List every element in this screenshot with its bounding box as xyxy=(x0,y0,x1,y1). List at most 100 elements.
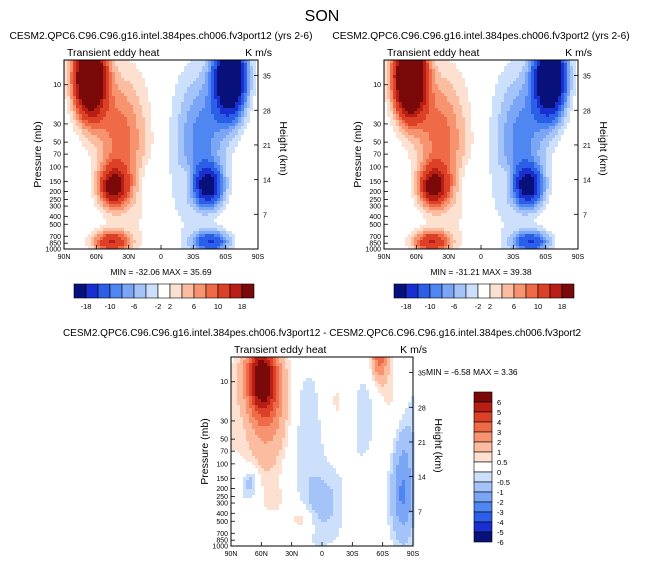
heatmap-cell xyxy=(187,234,191,238)
heatmap-cell xyxy=(184,60,188,64)
heatmap-cell xyxy=(214,216,218,220)
heatmap-cell xyxy=(235,114,239,118)
heatmap-cell xyxy=(121,219,125,223)
heatmap-cell xyxy=(244,162,248,166)
heatmap-cell xyxy=(250,123,254,127)
heatmap-cell xyxy=(73,156,77,160)
heatmap-cell xyxy=(178,246,182,250)
heatmap-cell xyxy=(118,192,122,196)
heatmap-cell xyxy=(205,153,209,157)
heatmap-cell xyxy=(187,108,191,112)
heatmap-cell xyxy=(232,150,236,154)
heatmap-cell xyxy=(178,129,182,133)
heatmap-cell xyxy=(94,78,98,82)
heatmap-cell xyxy=(387,72,391,76)
heatmap-cell xyxy=(142,147,146,151)
heatmap-cell xyxy=(106,162,110,166)
heatmap-cell xyxy=(115,129,119,133)
heatmap-cell xyxy=(516,90,520,94)
heatmap-cell xyxy=(235,141,239,145)
heatmap-cell xyxy=(160,198,164,202)
heatmap-cell xyxy=(76,105,80,109)
heatmap-cell xyxy=(471,75,475,79)
heatmap-cell xyxy=(106,120,110,124)
heatmap-cell xyxy=(241,183,245,187)
heatmap-cell xyxy=(67,111,71,115)
heatmap-cell xyxy=(157,168,161,172)
heatmap-cell xyxy=(567,60,571,64)
heatmap-cell xyxy=(166,63,170,67)
heatmap-cell xyxy=(471,93,475,97)
heatmap-cell xyxy=(250,204,254,208)
heatmap-cell xyxy=(136,93,140,97)
heatmap-cell xyxy=(220,87,224,91)
x-tick-label: 90N xyxy=(58,254,71,261)
heatmap-cell xyxy=(184,72,188,76)
heatmap-cell xyxy=(121,81,125,85)
heatmap-cell xyxy=(223,246,227,250)
heatmap-cell xyxy=(91,123,95,127)
heatmap-cell xyxy=(390,78,394,82)
heatmap-cell xyxy=(145,96,149,100)
heatmap-cell xyxy=(208,231,212,235)
heatmap-cell xyxy=(106,132,110,136)
heatmap-cell xyxy=(217,102,221,106)
heatmap-cell xyxy=(244,99,248,103)
heatmap-cell xyxy=(136,141,140,145)
heatmap-cell xyxy=(121,105,125,109)
heatmap-cell xyxy=(202,195,206,199)
heatmap-cell xyxy=(79,186,83,190)
heatmap-cell xyxy=(97,228,101,232)
heatmap-cell xyxy=(396,81,400,85)
heatmap-cell xyxy=(241,108,245,112)
heatmap-cell xyxy=(202,129,206,133)
heatmap-cell xyxy=(232,213,236,217)
heatmap-cell xyxy=(67,78,71,82)
heatmap-cell xyxy=(130,234,134,238)
heatmap-cell xyxy=(148,156,152,160)
heatmap-cell xyxy=(127,231,131,235)
heatmap-cell xyxy=(519,72,523,76)
heatmap-cell xyxy=(474,60,478,64)
heatmap-cell xyxy=(97,141,101,145)
heatmap-cell xyxy=(82,105,86,109)
heatmap-cell xyxy=(214,198,218,202)
heatmap-cell xyxy=(112,138,116,142)
heatmap-cell xyxy=(94,219,98,223)
heatmap-cell xyxy=(148,162,152,166)
heatmap-cell xyxy=(522,93,526,97)
heatmap-cell xyxy=(157,192,161,196)
heatmap-cell xyxy=(244,150,248,154)
heatmap-cell xyxy=(124,84,128,88)
heatmap-cell xyxy=(145,63,149,67)
heatmap-cell xyxy=(190,129,194,133)
heatmap-cell xyxy=(208,156,212,160)
heatmap-cell xyxy=(118,165,122,169)
heatmap-cell xyxy=(124,159,128,163)
heatmap-cell xyxy=(244,117,248,121)
heatmap-cell xyxy=(85,105,89,109)
heatmap-cell xyxy=(199,126,203,130)
heatmap-cell xyxy=(118,189,122,193)
heatmap-cell xyxy=(166,243,170,247)
heatmap-cell xyxy=(163,171,167,175)
heatmap-cell xyxy=(178,225,182,229)
heatmap-cell xyxy=(178,96,182,100)
heatmap-cell xyxy=(196,186,200,190)
heatmap-cell xyxy=(70,216,74,220)
heatmap-cell xyxy=(142,114,146,118)
heatmap-cell xyxy=(70,105,74,109)
heatmap-cell xyxy=(214,192,218,196)
heatmap-cell xyxy=(459,93,463,97)
heatmap-cell xyxy=(214,219,218,223)
heatmap-cell xyxy=(223,63,227,67)
heatmap-cell xyxy=(235,177,239,181)
heatmap-cell xyxy=(232,147,236,151)
heatmap-cell xyxy=(232,186,236,190)
heatmap-cell xyxy=(100,216,104,220)
heatmap-cell xyxy=(139,132,143,136)
heatmap-cell xyxy=(447,75,451,79)
heatmap-cell xyxy=(118,246,122,250)
heatmap-cell xyxy=(438,75,442,79)
heatmap-cell xyxy=(229,72,233,76)
